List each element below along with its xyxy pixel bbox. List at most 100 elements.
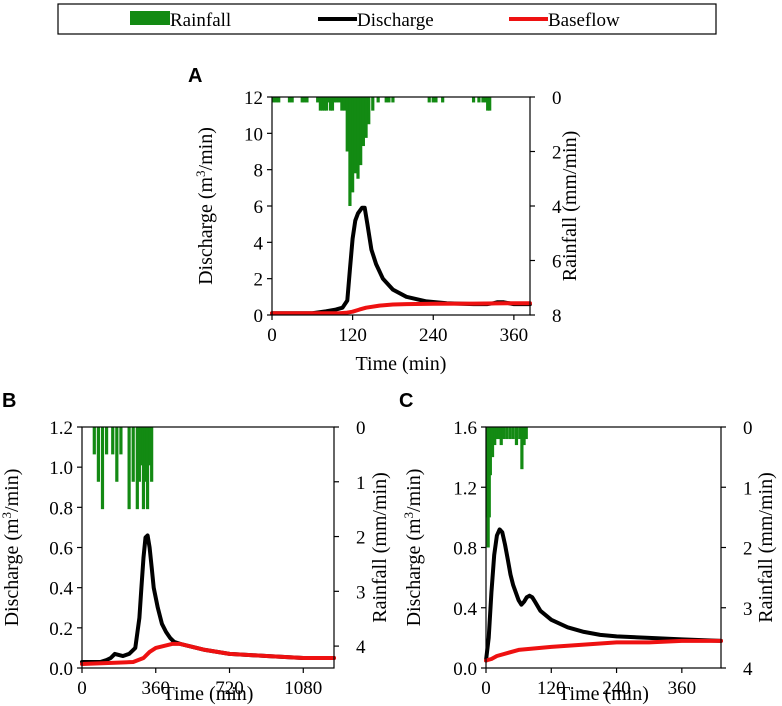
pa-y-axis-title-part: Discharge (m	[195, 177, 217, 285]
pb-discharge-line	[80, 533, 336, 664]
pa-x-axis-title: Time (min)	[356, 353, 447, 375]
pc-rain-bar	[505, 427, 509, 440]
pb-x-tick-label: 0	[77, 678, 87, 699]
pa-baseflow-line	[270, 301, 532, 316]
pa-y-tick-label: 6	[254, 197, 264, 218]
pb-rain-bar	[115, 427, 119, 482]
pb-rain-bar	[141, 427, 146, 510]
pa-rain-bar	[318, 97, 322, 111]
pa-y2-tick-label: 8	[552, 306, 562, 327]
pb-y2-tick-label: 3	[356, 582, 366, 603]
pa-rain-bar	[348, 97, 352, 206]
pc-y-tick-label: 0.8	[453, 539, 477, 560]
pb-rain-bar	[150, 427, 154, 482]
pa-rain-bar	[364, 97, 368, 138]
pa-rain-bar	[356, 97, 360, 179]
panel-c-label: C	[399, 390, 413, 412]
pa-rain-bar	[277, 97, 281, 103]
legend-rain-label: Rainfall	[170, 10, 231, 31]
pa-rain-bar	[387, 97, 391, 103]
pb-baseflow-line	[80, 641, 336, 666]
pb-rain-bar	[131, 427, 135, 482]
pb-y-tick-label: 0.0	[49, 659, 73, 680]
pc-rain-bar	[514, 427, 519, 446]
pa-rain-bar	[371, 97, 375, 111]
pa-rain-bar	[345, 97, 349, 152]
pa-rain-bar	[384, 97, 388, 103]
pa-y-axis-title-part: /min)	[195, 127, 217, 170]
pb-y2-tick-label: 0	[356, 418, 366, 439]
pa-y2-tick-label: 4	[552, 197, 562, 218]
pc-rain-bar	[520, 427, 524, 470]
pa-rain-bar	[340, 97, 344, 111]
pc-y-axis-title-part: /min)	[403, 469, 425, 512]
pa-rain-bar	[320, 97, 324, 111]
pb-rain-bar	[139, 427, 144, 466]
pb-x-tick-label: 1080	[284, 678, 322, 699]
pa-y-tick-label: 8	[254, 161, 264, 182]
pc-rain-bar	[508, 427, 512, 440]
pa-y2-tick-label: 0	[552, 88, 562, 109]
pc-y-tick-label: 0.0	[453, 659, 477, 680]
pa-rain-bar	[337, 97, 341, 103]
pb-rain-bar	[96, 427, 100, 482]
pa-rain-bar	[290, 97, 294, 103]
pc-rain-bar	[495, 427, 499, 440]
pc-y2-tick-label: 2	[743, 539, 753, 560]
pa-rain-bar	[332, 97, 337, 103]
pa-rain-bar	[477, 97, 481, 103]
pb-rain-bar	[92, 427, 96, 455]
pc-y2-tick-label: 0	[743, 418, 753, 439]
legend-rain-swatch	[130, 11, 170, 25]
pb-y-tick-label: 1.0	[49, 458, 73, 479]
pa-rain-bar	[328, 97, 333, 111]
panel-b: 0 360 720 1080 0.0 0.2 0.4 0.6 0.8 1.0 1.2 0 1 2 3 4 Tim…	[0, 418, 391, 705]
pc-y2-tick-label: 1	[743, 478, 753, 499]
pc-rain-bar	[522, 427, 526, 446]
legend-discharge-label: Discharge	[357, 10, 434, 31]
pa-rain-bar	[434, 97, 438, 103]
pc-baseflow-line	[484, 638, 723, 663]
pc-y-axis-title-sup: 3	[401, 512, 416, 519]
legend-baseflow-label: Baseflow	[548, 10, 620, 31]
pa-rain-bar	[359, 97, 363, 166]
pa-y-axis-title: Discharge (m3/min)	[193, 127, 217, 285]
pa-rain-bar	[488, 97, 492, 111]
pc-rain-bar	[518, 427, 522, 440]
pb-rain-bar	[111, 427, 115, 455]
pa-rain-bar	[441, 97, 445, 103]
pb-y-tick-label: 0.4	[49, 579, 73, 600]
pb-y2-tick-label: 4	[356, 637, 366, 658]
pa-rain-bar	[274, 97, 278, 103]
pc-rain-bar	[524, 427, 528, 440]
pb-y2-axis-title: Rainfall (mm/min)	[369, 472, 391, 623]
pa-discharge-line	[270, 205, 532, 316]
pa-x-tick-label: 120	[338, 325, 367, 346]
pa-y2-tick-label: 6	[552, 252, 562, 273]
pa-rain-bar	[302, 97, 306, 103]
pa-y-tick-label: 2	[254, 270, 264, 291]
pa-rain-bar	[326, 97, 331, 103]
pc-y2-tick-label: 4	[743, 659, 753, 680]
pc-y2-axis-title: Rainfall (mm/min)	[755, 472, 777, 623]
pb-y-axis-title-part: Discharge (m	[1, 518, 23, 626]
pa-rain-bar	[351, 97, 355, 193]
pc-rain-bar	[490, 427, 495, 458]
pa-rain-bar	[431, 97, 435, 103]
pc-discharge-line	[484, 527, 723, 663]
pb-rain-bar	[119, 427, 123, 455]
pb-y-axis-title-sup: 3	[0, 512, 14, 519]
pa-x-tick-label: 240	[419, 325, 448, 346]
pc-x-axis-title: Time (min)	[558, 683, 649, 705]
pb-y-tick-label: 1.2	[49, 418, 73, 439]
pb-rain-bar	[100, 427, 105, 510]
pb-rain-bar	[143, 427, 148, 482]
pb-y-tick-label: 0.2	[49, 619, 73, 640]
pa-rain-bar	[391, 97, 395, 103]
pc-y-axis-title: Discharge (m3/min)	[401, 469, 425, 627]
pc-rain-bar	[497, 427, 501, 440]
pb-rain-bar	[145, 427, 150, 510]
panel-a-label: A	[188, 65, 202, 87]
